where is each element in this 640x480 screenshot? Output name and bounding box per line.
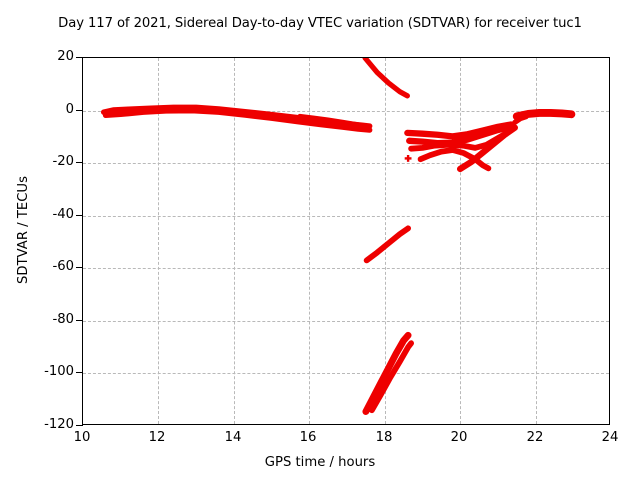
gridline-vertical bbox=[309, 58, 311, 424]
gridline-horizontal bbox=[83, 110, 609, 112]
y-axis-tick bbox=[76, 110, 83, 111]
data-arc bbox=[362, 331, 412, 415]
y-tick-label: -80 bbox=[52, 312, 74, 327]
y-tick-label: -60 bbox=[52, 259, 74, 274]
y-tick-label: -100 bbox=[44, 364, 74, 379]
x-tick-label: 16 bbox=[299, 430, 317, 445]
data-arc bbox=[297, 113, 370, 128]
gridline-vertical bbox=[233, 58, 235, 424]
y-axis-tick bbox=[76, 372, 83, 373]
y-tick-label: 20 bbox=[57, 49, 74, 64]
plot-area bbox=[82, 57, 610, 425]
data-arc bbox=[369, 340, 414, 414]
x-tick-label: 22 bbox=[526, 430, 544, 445]
y-tick-label: -40 bbox=[52, 207, 74, 222]
x-tick-label: 24 bbox=[601, 430, 619, 445]
x-tick-label: 10 bbox=[73, 430, 91, 445]
gridline-vertical bbox=[460, 58, 462, 424]
data-arc bbox=[417, 147, 492, 172]
y-tick-label: -20 bbox=[52, 154, 74, 169]
y-axis-tick bbox=[76, 162, 83, 163]
x-axis-title: GPS time / hours bbox=[264, 455, 376, 470]
x-tick-label: 20 bbox=[450, 430, 468, 445]
gridline-horizontal bbox=[83, 215, 609, 217]
data-arc bbox=[456, 124, 518, 173]
gridline-horizontal bbox=[83, 320, 609, 322]
data-arc bbox=[102, 107, 373, 133]
data-arc bbox=[406, 123, 513, 147]
data-point-marker bbox=[404, 155, 412, 162]
gridline-vertical bbox=[535, 58, 537, 424]
y-axis-tick bbox=[76, 267, 83, 268]
gridline-horizontal bbox=[83, 268, 609, 270]
y-axis-tick bbox=[76, 57, 83, 58]
y-axis-tick bbox=[76, 215, 83, 216]
y-tick-label: -120 bbox=[44, 417, 74, 432]
y-axis-tick bbox=[76, 425, 83, 426]
gridline-horizontal bbox=[83, 373, 609, 375]
data-arc bbox=[362, 58, 410, 99]
data-arc bbox=[363, 225, 411, 264]
gridline-vertical bbox=[158, 58, 160, 424]
y-axis-title: SDTVAR / TECUs bbox=[16, 176, 31, 284]
data-series-layer bbox=[100, 58, 576, 415]
chart-title: Day 117 of 2021, Sidereal Day-to-day VTE… bbox=[58, 16, 582, 31]
data-arc bbox=[512, 113, 529, 126]
gridline-vertical bbox=[384, 58, 386, 424]
data-arc bbox=[404, 121, 515, 140]
x-tick-label: 18 bbox=[375, 430, 393, 445]
y-axis-tick bbox=[76, 320, 83, 321]
gridline-horizontal bbox=[83, 163, 609, 165]
x-tick-label: 12 bbox=[148, 430, 166, 445]
y-tick-label: 0 bbox=[65, 102, 74, 117]
x-tick-label: 14 bbox=[224, 430, 242, 445]
